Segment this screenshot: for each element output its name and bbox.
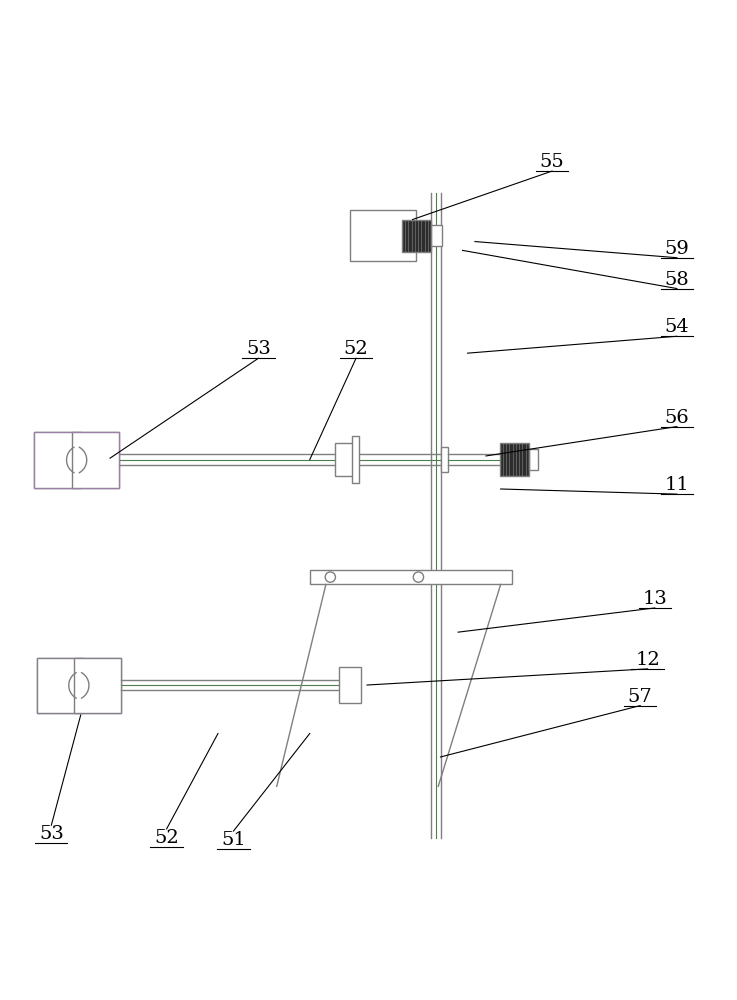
Bar (402, 220, 431, 252)
Text: 57: 57 (628, 688, 652, 706)
Bar (35, 432, 81, 488)
Text: 51: 51 (221, 831, 245, 849)
Text: 52: 52 (154, 829, 179, 847)
Text: 58: 58 (665, 271, 689, 289)
Text: 12: 12 (635, 651, 660, 669)
Circle shape (325, 572, 335, 582)
Bar (339, 667, 361, 703)
Bar (500, 443, 529, 476)
Text: 52: 52 (343, 340, 368, 358)
Bar (72, 432, 119, 488)
Bar (441, 447, 448, 472)
Bar (431, 225, 441, 246)
Text: 56: 56 (665, 409, 689, 427)
Text: 13: 13 (643, 590, 667, 608)
Bar (35, 432, 119, 488)
Bar (402, 220, 431, 252)
Text: 55: 55 (539, 153, 565, 171)
Circle shape (413, 572, 424, 582)
Text: 54: 54 (665, 318, 689, 336)
Text: 11: 11 (665, 476, 689, 494)
Bar (335, 443, 354, 476)
Bar (35, 432, 119, 488)
Bar (35, 432, 119, 488)
Bar (37, 658, 121, 713)
Text: 59: 59 (665, 240, 689, 258)
Text: 53: 53 (39, 825, 64, 843)
Bar (310, 570, 511, 584)
Bar (352, 436, 359, 483)
Bar (37, 658, 83, 713)
Bar (529, 449, 538, 470)
Bar (37, 658, 121, 713)
Text: 53: 53 (246, 340, 270, 358)
Bar (350, 210, 416, 261)
Bar (500, 443, 529, 476)
Bar (74, 658, 121, 713)
